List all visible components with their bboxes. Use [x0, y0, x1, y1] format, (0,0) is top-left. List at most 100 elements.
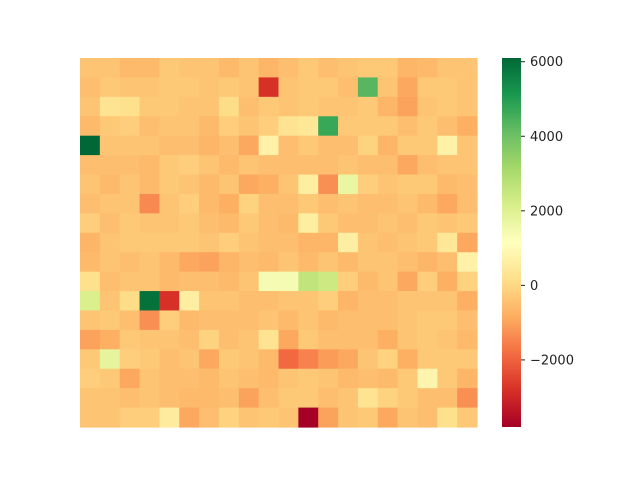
heatmap-cell-r0-c0	[80, 58, 101, 79]
heatmap-cell-r8-c2	[119, 213, 141, 234]
heatmap-cell-r14-c9	[258, 329, 280, 350]
heatmap-cell-r11-c2	[119, 271, 141, 292]
heatmap-cell-r2-c8	[238, 96, 260, 117]
colorbar-tick-label: 6000	[530, 55, 563, 70]
heatmap-cell-r3-c4	[159, 116, 180, 137]
heatmap-cell-r2-c4	[159, 96, 180, 117]
heatmap-cell-r18-c3	[139, 407, 160, 428]
heatmap-cell-r2-c7	[218, 96, 240, 117]
heatmap-cell-r4-c2	[119, 135, 141, 156]
heatmap-cell-r8-c0	[80, 213, 101, 234]
heatmap-cell-r8-c14	[357, 213, 379, 234]
heatmap-cell-r15-c17	[417, 349, 438, 370]
heatmap-cell-r17-c7	[218, 388, 240, 409]
heatmap-cells	[80, 58, 478, 428]
heatmap-cell-r16-c4	[159, 368, 180, 389]
heatmap-cell-r13-c2	[119, 310, 141, 331]
heatmap-cell-r10-c14	[357, 252, 379, 273]
heatmap-cell-r4-c4	[159, 135, 180, 156]
heatmap-cell-r5-c9	[258, 155, 280, 176]
heatmap-cell-r6-c9	[258, 174, 280, 195]
heatmap-cell-r7-c14	[357, 193, 379, 214]
heatmap-cell-r1-c4	[159, 77, 180, 98]
colorbar-gradient	[502, 58, 521, 427]
heatmap-cell-r7-c6	[199, 193, 220, 214]
heatmap-cell-r1-c5	[179, 77, 200, 98]
heatmap-cell-r3-c18	[437, 116, 458, 137]
heatmap-cell-r18-c11	[298, 407, 319, 428]
heatmap-cell-r17-c14	[357, 388, 379, 409]
heatmap-cell-r16-c9	[258, 368, 280, 389]
heatmap-cell-r7-c8	[238, 193, 260, 214]
heatmap-cell-r3-c8	[238, 116, 260, 137]
heatmap-cell-r14-c14	[357, 329, 379, 350]
heatmap-cell-r13-c3	[139, 310, 160, 331]
heatmap-cell-r5-c3	[139, 155, 160, 176]
heatmap-cell-r12-c6	[199, 291, 220, 312]
heatmap-cell-r12-c3	[139, 291, 160, 312]
heatmap-cell-r10-c8	[238, 252, 260, 273]
colorbar-tick-label: 2000	[530, 204, 563, 219]
heatmap-cell-r1-c8	[238, 77, 260, 98]
heatmap-cell-r2-c14	[357, 96, 379, 117]
heatmap-cell-r10-c6	[199, 252, 220, 273]
heatmap-cell-r9-c0	[80, 232, 101, 253]
heatmap-cell-r12-c0	[80, 291, 101, 312]
heatmap-cell-r17-c1	[99, 388, 121, 409]
heatmap-cell-r16-c0	[80, 368, 101, 389]
heatmap-cell-r3-c1	[99, 116, 121, 137]
heatmap-cell-r7-c0	[80, 193, 101, 214]
heatmap-cell-r9-c5	[179, 232, 200, 253]
heatmap-cell-r5-c18	[437, 155, 458, 176]
heatmap-cell-r4-c10	[278, 135, 299, 156]
heatmap-cell-r17-c8	[238, 388, 260, 409]
heatmap-cell-r14-c15	[377, 329, 399, 350]
heatmap-cell-r11-c14	[357, 271, 379, 292]
heatmap-cell-r1-c0	[80, 77, 101, 98]
heatmap-cell-r0-c11	[298, 58, 319, 79]
heatmap-cell-r15-c1	[99, 349, 121, 370]
heatmap-cell-r4-c16	[397, 135, 419, 156]
heatmap-cell-r16-c19	[457, 368, 478, 389]
heatmap-cell-r4-c17	[417, 135, 438, 156]
heatmap-cell-r6-c11	[298, 174, 319, 195]
heatmap-cell-r9-c19	[457, 232, 478, 253]
heatmap-cell-r18-c17	[417, 407, 438, 428]
heatmap-cell-r11-c6	[199, 271, 220, 292]
heatmap-cell-r6-c19	[457, 174, 478, 195]
heatmap-cell-r0-c5	[179, 58, 200, 79]
heatmap-cell-r5-c6	[199, 155, 220, 176]
heatmap-cell-r11-c8	[238, 271, 260, 292]
heatmap-cell-r8-c12	[318, 213, 339, 234]
heatmap-cell-r11-c7	[218, 271, 240, 292]
heatmap-cell-r6-c15	[377, 174, 399, 195]
heatmap-cell-r16-c3	[139, 368, 160, 389]
heatmap-cell-r1-c2	[119, 77, 141, 98]
heatmap-cell-r7-c18	[437, 193, 458, 214]
heatmap-cell-r10-c3	[139, 252, 160, 273]
heatmap-cell-r8-c15	[377, 213, 399, 234]
heatmap-cell-r18-c14	[357, 407, 379, 428]
heatmap-cell-r6-c1	[99, 174, 121, 195]
heatmap-cell-r9-c12	[318, 232, 339, 253]
heatmap-cell-r11-c4	[159, 271, 180, 292]
heatmap-cell-r7-c1	[99, 193, 121, 214]
colorbar-tick-label: −2000	[530, 353, 574, 368]
heatmap-cell-r9-c9	[258, 232, 280, 253]
heatmap-cell-r2-c9	[258, 96, 280, 117]
heatmap-cell-r2-c10	[278, 96, 299, 117]
heatmap-cell-r18-c15	[377, 407, 399, 428]
heatmap-cell-r2-c11	[298, 96, 319, 117]
heatmap-cell-r18-c13	[338, 407, 359, 428]
heatmap-cell-r12-c9	[258, 291, 280, 312]
heatmap-cell-r5-c7	[218, 155, 240, 176]
heatmap-cell-r15-c7	[218, 349, 240, 370]
heatmap-cell-r2-c19	[457, 96, 478, 117]
heatmap-cell-r16-c12	[318, 368, 339, 389]
heatmap-cell-r18-c16	[397, 407, 419, 428]
heatmap-cell-r14-c1	[99, 329, 121, 350]
heatmap-cell-r7-c13	[338, 193, 359, 214]
heatmap-cell-r5-c15	[377, 155, 399, 176]
heatmap-cell-r18-c5	[179, 407, 200, 428]
heatmap-cell-r18-c19	[457, 407, 478, 428]
